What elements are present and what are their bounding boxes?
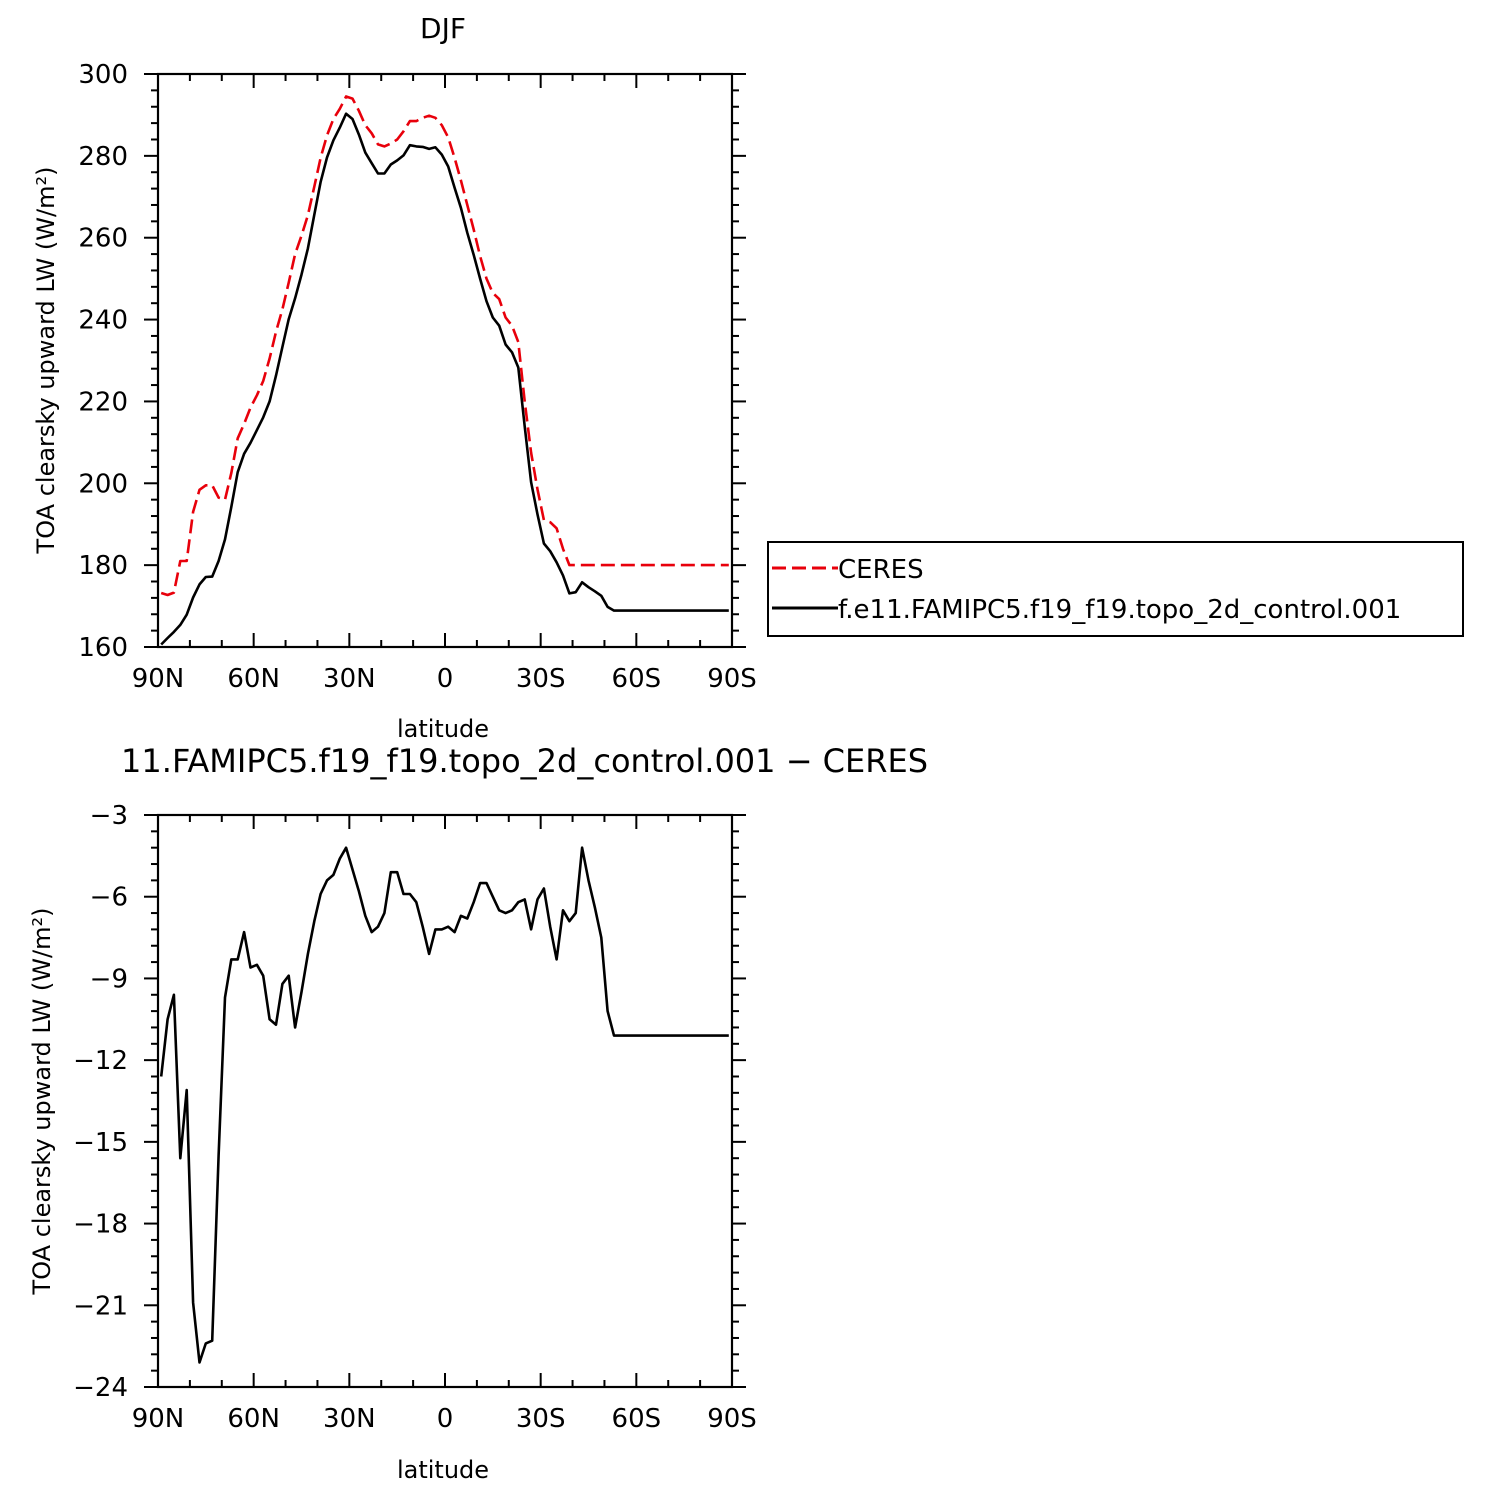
- top-y-axis-label: TOA clearsky upward LW (W/m²): [32, 167, 60, 555]
- bottom-ticks: [144, 814, 746, 1388]
- bottom-y-axis-label: TOA clearsky upward LW (W/m²): [28, 908, 56, 1296]
- x-tick-label: 0: [437, 664, 454, 694]
- y-tick-label: 260: [78, 224, 128, 254]
- bottom-x-tick-labels: 90N 60N 30N 0 30S 60S 90S: [132, 1404, 757, 1434]
- bottom-chart-title: 11.FAMIPC5.f19_f19.topo_2d_control.001 −…: [121, 742, 928, 780]
- bottom-x-axis-label: latitude: [397, 1456, 489, 1484]
- top-ticks: [144, 73, 746, 648]
- legend: CERES f.e11.FAMIPC5.f19_f19.topo_2d_cont…: [767, 541, 1464, 637]
- top-x-axis-label: latitude: [397, 715, 489, 743]
- bottom-panel: 11.FAMIPC5.f19_f19.topo_2d_control.001 −…: [28, 742, 928, 1484]
- y-tick-label: −3: [90, 801, 128, 831]
- x-tick-label: 90S: [707, 1404, 757, 1434]
- x-tick-label: 30S: [516, 1404, 566, 1434]
- y-tick-label: 220: [78, 387, 128, 417]
- legend-label-model: f.e11.FAMIPC5.f19_f19.topo_2d_control.00…: [838, 595, 1401, 625]
- x-tick-label: 60N: [227, 664, 280, 694]
- y-tick-label: 240: [78, 306, 128, 336]
- series-line-f-e11-famipc5-f19-f19-topo-2d-control-001: [160, 112, 729, 646]
- top-y-tick-labels: 160 180 200 220 240 260 280 300: [78, 60, 128, 663]
- y-tick-label: −21: [73, 1291, 128, 1321]
- bottom-y-tick-labels: −24 −21 −18 −15 −12 −9 −6 −3: [73, 801, 128, 1403]
- x-tick-label: 60S: [612, 664, 662, 694]
- y-tick-label: −12: [73, 1046, 128, 1076]
- x-tick-label: 30S: [516, 664, 566, 694]
- legend-label-ceres: CERES: [838, 555, 924, 585]
- top-chart-title: DJF: [420, 12, 466, 45]
- bottom-series: [159, 846, 729, 1364]
- x-tick-label: 90N: [132, 1404, 185, 1434]
- series-line-ceres: [160, 95, 729, 597]
- x-tick-label: 30N: [323, 664, 376, 694]
- y-tick-label: 280: [78, 142, 128, 172]
- x-tick-label: 90S: [707, 664, 757, 694]
- x-tick-label: 90N: [132, 664, 185, 694]
- top-panel: DJF 90N 60N 30N 0 30S 60S 90S 160 180 200 220 240 2…: [32, 12, 757, 743]
- legend-box: [767, 541, 1464, 637]
- y-tick-label: −15: [73, 1128, 128, 1158]
- y-tick-label: 200: [78, 469, 128, 499]
- bottom-plot-frame: [156, 813, 734, 1389]
- x-tick-label: 60S: [612, 1404, 662, 1434]
- y-tick-label: −6: [90, 883, 128, 913]
- y-tick-label: −24: [73, 1373, 128, 1403]
- top-x-tick-labels: 90N 60N 30N 0 30S 60S 90S: [132, 664, 757, 694]
- y-tick-label: −18: [73, 1210, 128, 1240]
- y-tick-label: 300: [78, 60, 128, 90]
- y-tick-label: −9: [90, 964, 128, 994]
- series-line-difference: [159, 846, 729, 1364]
- x-tick-label: 60N: [227, 1404, 280, 1434]
- y-tick-label: 180: [78, 551, 128, 581]
- x-tick-label: 0: [437, 1404, 454, 1434]
- x-tick-label: 30N: [323, 1404, 376, 1434]
- top-series: [160, 95, 729, 646]
- y-tick-label: 160: [78, 633, 128, 663]
